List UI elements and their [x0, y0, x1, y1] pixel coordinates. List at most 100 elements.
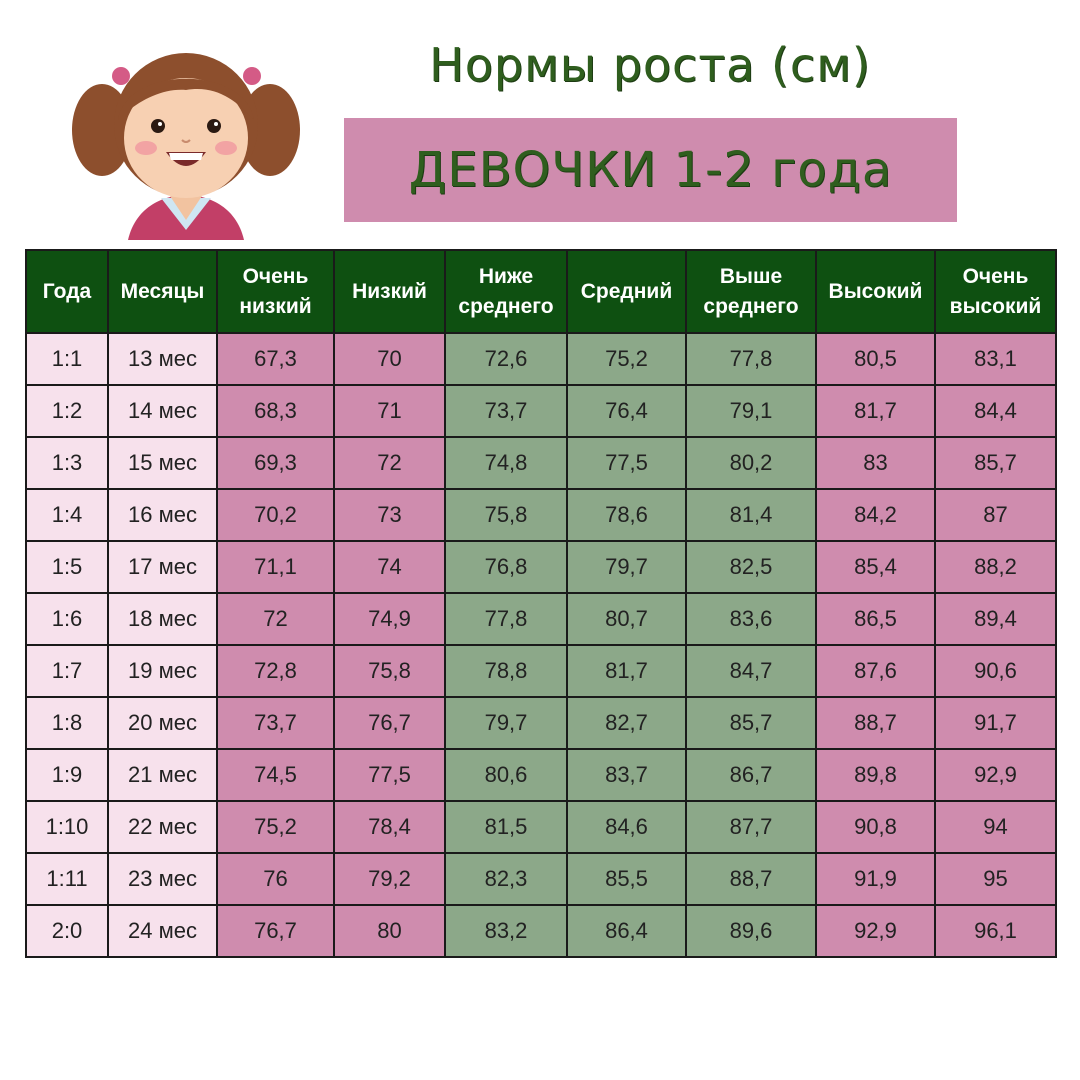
column-header: Месяцы — [107, 249, 218, 334]
growth-table: Года Месяцы Очень низкий Низкий Ниже средн… — [25, 249, 1057, 958]
table-cell: 1:11 — [25, 852, 109, 906]
subtitle-banner: ДЕВОЧКИ 1-2 года — [344, 118, 957, 222]
table-cell: 77,5 — [333, 748, 446, 802]
table-cell: 72 — [216, 592, 335, 646]
table-cell: 79,7 — [444, 696, 568, 750]
table-cell: 77,5 — [566, 436, 687, 490]
table-row: 1:11 23 мес 76 79,2 82,3 85,5 88,7 91,9 95 — [25, 852, 1057, 906]
table-row: 1:10 22 мес 75,2 78,4 81,5 84,6 87,7 90,8 94 — [25, 800, 1057, 854]
column-header: Средний — [566, 249, 687, 334]
girl-illustration — [72, 53, 300, 240]
table-body: 1:1 13 мес 67,3 70 72,6 75,2 77,8 80,5 83,1 1:2 14… — [25, 332, 1057, 958]
table-cell: 83,6 — [685, 592, 817, 646]
table-cell: 96,1 — [934, 904, 1057, 958]
table-cell: 82,5 — [685, 540, 817, 594]
table-cell: 22 мес — [107, 800, 218, 854]
table-cell: 87 — [934, 488, 1057, 542]
table-cell: 94 — [934, 800, 1057, 854]
table-row: 1:3 15 мес 69,3 72 74,8 77,5 80,2 83 85,7 — [25, 436, 1057, 490]
table-cell: 85,5 — [566, 852, 687, 906]
table-cell: 89,4 — [934, 592, 1057, 646]
table-cell: 16 мес — [107, 488, 218, 542]
table-cell: 84,6 — [566, 800, 687, 854]
table-cell: 87,7 — [685, 800, 817, 854]
table-cell: 75,2 — [216, 800, 335, 854]
table-cell: 75,8 — [333, 644, 446, 698]
table-cell: 74,9 — [333, 592, 446, 646]
column-header: Выше среднего — [685, 249, 817, 334]
table-cell: 80,6 — [444, 748, 568, 802]
table-cell: 78,8 — [444, 644, 568, 698]
table-cell: 76,7 — [333, 696, 446, 750]
table-cell: 82,3 — [444, 852, 568, 906]
column-header: Года — [25, 249, 109, 334]
table-row: 1:9 21 мес 74,5 77,5 80,6 83,7 86,7 89,8 92,9 — [25, 748, 1057, 802]
table-cell: 67,3 — [216, 332, 335, 386]
table-cell: 90,8 — [815, 800, 936, 854]
table-cell: 18 мес — [107, 592, 218, 646]
table-cell: 84,4 — [934, 384, 1057, 438]
table-cell: 89,8 — [815, 748, 936, 802]
table-cell: 70,2 — [216, 488, 335, 542]
table-cell: 81,7 — [566, 644, 687, 698]
table-cell: 2:0 — [25, 904, 109, 958]
table-row: 1:8 20 мес 73,7 76,7 79,7 82,7 85,7 88,7 91,7 — [25, 696, 1057, 750]
table-cell: 1:5 — [25, 540, 109, 594]
table-cell: 73 — [333, 488, 446, 542]
table-cell: 20 мес — [107, 696, 218, 750]
table-cell: 83,1 — [934, 332, 1057, 386]
table-cell: 72,8 — [216, 644, 335, 698]
table-cell: 21 мес — [107, 748, 218, 802]
column-header: Ниже среднего — [444, 249, 568, 334]
table-cell: 1:9 — [25, 748, 109, 802]
table-cell: 76,7 — [216, 904, 335, 958]
table-cell: 1:1 — [25, 332, 109, 386]
table-cell: 81,5 — [444, 800, 568, 854]
table-cell: 83 — [815, 436, 936, 490]
table-cell: 15 мес — [107, 436, 218, 490]
table-row: 1:4 16 мес 70,2 73 75,8 78,6 81,4 84,2 87 — [25, 488, 1057, 542]
table-cell: 88,7 — [815, 696, 936, 750]
table-cell: 71,1 — [216, 540, 335, 594]
table-cell: 74 — [333, 540, 446, 594]
table-cell: 79,1 — [685, 384, 817, 438]
table-cell: 85,4 — [815, 540, 936, 594]
table-cell: 1:8 — [25, 696, 109, 750]
table-row: 1:6 18 мес 72 74,9 77,8 80,7 83,6 86,5 89,4 — [25, 592, 1057, 646]
table-cell: 92,9 — [815, 904, 936, 958]
table-cell: 1:4 — [25, 488, 109, 542]
table-cell: 77,8 — [444, 592, 568, 646]
table-cell: 76,4 — [566, 384, 687, 438]
table-cell: 91,7 — [934, 696, 1057, 750]
table-cell: 83,7 — [566, 748, 687, 802]
table-cell: 75,2 — [566, 332, 687, 386]
table-cell: 84,7 — [685, 644, 817, 698]
table-cell: 88,7 — [685, 852, 817, 906]
table-cell: 14 мес — [107, 384, 218, 438]
table-row: 2:0 24 мес 76,7 80 83,2 86,4 89,6 92,9 96,1 — [25, 904, 1057, 958]
table-cell: 86,7 — [685, 748, 817, 802]
table-cell: 88,2 — [934, 540, 1057, 594]
table-cell: 24 мес — [107, 904, 218, 958]
table-cell: 82,7 — [566, 696, 687, 750]
page-subtitle: ДЕВОЧКИ 1-2 года — [408, 142, 893, 198]
table-cell: 81,7 — [815, 384, 936, 438]
table-cell: 76,8 — [444, 540, 568, 594]
table-header-row: Года Месяцы Очень низкий Низкий Ниже средн… — [25, 249, 1057, 334]
table-cell: 76 — [216, 852, 335, 906]
table-row: 1:7 19 мес 72,8 75,8 78,8 81,7 84,7 87,6 90,6 — [25, 644, 1057, 698]
table-cell: 73,7 — [216, 696, 335, 750]
table-row: 1:5 17 мес 71,1 74 76,8 79,7 82,5 85,4 88,2 — [25, 540, 1057, 594]
table-cell: 80,2 — [685, 436, 817, 490]
table-cell: 69,3 — [216, 436, 335, 490]
table-cell: 71 — [333, 384, 446, 438]
column-header: Очень высокий — [934, 249, 1057, 334]
column-header: Низкий — [333, 249, 446, 334]
table-cell: 17 мес — [107, 540, 218, 594]
page-title: Нормы роста (см) — [429, 38, 871, 92]
table-cell: 1:7 — [25, 644, 109, 698]
table-cell: 75,8 — [444, 488, 568, 542]
table-cell: 81,4 — [685, 488, 817, 542]
table-cell: 91,9 — [815, 852, 936, 906]
table-cell: 19 мес — [107, 644, 218, 698]
